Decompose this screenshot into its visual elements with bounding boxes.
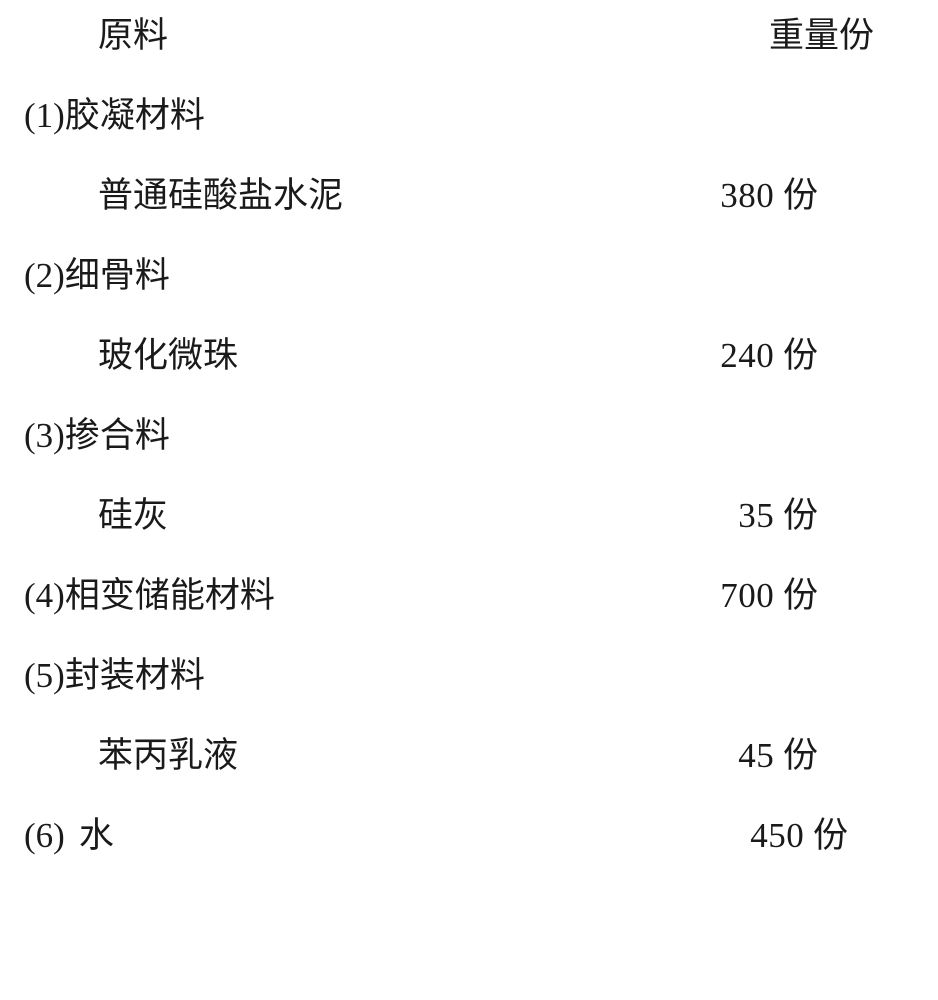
value-unit: 份 [783,576,818,615]
value-number: 240 [720,336,774,375]
table-row: (1)胶凝材料 [0,98,914,133]
materials-list: 原料重量份(1)胶凝材料普通硅酸盐水泥380 份(2)细骨料玻化微珠240 份(… [0,18,914,853]
section-title: 掺合料 [65,416,170,455]
table-row: 硅灰 35 份 [0,498,914,533]
value-number: 450 [750,816,804,855]
item-name: 玻化微珠 [98,336,238,375]
row-value: 700 份 [720,578,818,613]
section-title: 水 [79,816,114,855]
section-title: 封装材料 [65,656,205,695]
section-title: 细骨料 [65,256,170,295]
row-label: (6) 水 [24,818,114,853]
table-row: (6) 水 450 份 [0,818,914,853]
table-row: 原料 重量份 [0,18,914,53]
row-label: 玻化微珠 [98,338,238,373]
header-right: 重量份 [769,16,874,55]
section-marker: (4) [24,576,65,615]
item-name: 苯丙乳液 [98,736,238,775]
value-number: 45 [738,736,774,775]
table-row: 苯丙乳液 45 份 [0,738,914,773]
value-unit: 份 [783,176,818,215]
row-label: (4)相变储能材料 [24,578,275,613]
value-unit: 份 [783,336,818,375]
row-label: (2)细骨料 [24,258,170,293]
row-label: (5)封装材料 [24,658,205,693]
row-value: 450 份 [750,818,848,853]
row-label: 硅灰 [98,498,168,533]
row-label: (3)掺合料 [24,418,170,453]
section-marker: (2) [24,256,65,295]
table-row: 普通硅酸盐水泥 380 份 [0,178,914,213]
value-number: 35 [738,496,774,535]
row-value: 35 份 [738,498,818,533]
table-row: (5)封装材料 [0,658,914,693]
item-name: 硅灰 [98,496,168,535]
section-marker: (1) [24,96,65,135]
value-unit: 份 [783,736,818,775]
value-number: 380 [720,176,774,215]
row-value: 45 份 [738,738,818,773]
header-left: 原料 [98,16,168,55]
item-name: 普通硅酸盐水泥 [98,176,343,215]
row-value: 380 份 [720,178,818,213]
section-marker: (5) [24,656,65,695]
section-title: 相变储能材料 [65,576,275,615]
table-row: (3)掺合料 [0,418,914,453]
row-label: 普通硅酸盐水泥 [98,178,343,213]
section-marker: (6) [24,816,65,855]
value-unit: 份 [813,816,848,855]
section-marker: (3) [24,416,65,455]
value-number: 700 [720,576,774,615]
table-row: (2)细骨料 [0,258,914,293]
row-value: 重量份 [769,18,874,53]
row-label: 苯丙乳液 [98,738,238,773]
table-row: (4)相变储能材料 700 份 [0,578,914,613]
value-unit: 份 [783,496,818,535]
row-value: 240 份 [720,338,818,373]
row-label: (1)胶凝材料 [24,98,205,133]
table-row: 玻化微珠 240 份 [0,338,914,373]
row-label: 原料 [98,18,168,53]
section-title: 胶凝材料 [65,96,205,135]
